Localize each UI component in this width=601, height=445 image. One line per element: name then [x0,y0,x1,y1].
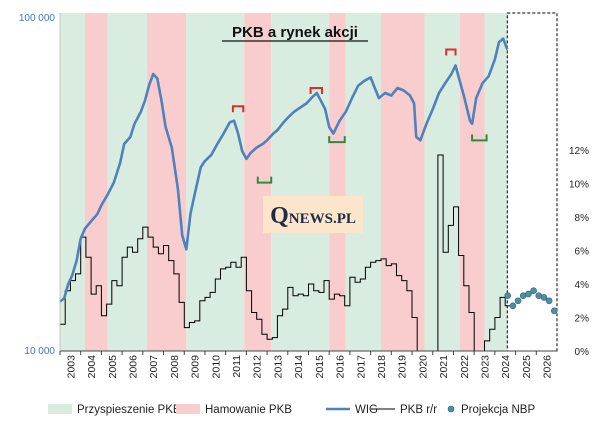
trough-marker-5 [471,134,488,142]
x-tick-label-2014: 2014 [293,355,305,379]
projection-point-1 [509,302,517,310]
peak-marker-4 [445,48,457,56]
x-tick-label-2022: 2022 [459,355,471,379]
y-left-tick-label-1: 100 000 [19,13,56,24]
projection-point-0 [504,292,512,300]
legend-label-2: WIG [355,404,378,416]
peak-marker-2 [309,86,323,94]
x-tick-label-2008: 2008 [169,355,181,379]
legend-label-1: Hamowanie PKB [205,404,292,416]
y-right-tick-label-4: 4% [575,280,590,291]
x-tick-label-2011: 2011 [231,355,243,378]
logo-text: QNEWS.PL [270,203,356,229]
y-right-tick-label-12: 12% [569,146,589,157]
legend-swatch-4 [447,405,455,413]
x-tick-label-2020: 2020 [417,355,429,379]
legend-swatch-1 [176,404,200,414]
legend-swatch-0 [48,404,72,414]
x-tick-label-2012: 2012 [252,355,264,379]
phase-band-acceleration-12 [484,13,508,351]
x-tick-label-2026: 2026 [542,355,554,379]
x-tick-label-2007: 2007 [148,355,160,379]
x-tick-label-2016: 2016 [335,355,347,379]
trough-marker-1 [256,176,273,184]
y-right-tick-label-10: 10% [569,180,589,191]
y-right-tick-label-2: 2% [575,314,590,325]
x-tick-label-2025: 2025 [521,355,533,379]
x-tick-label-2023: 2023 [480,355,492,379]
legend-label-4: Projekcja NBP [461,404,535,416]
phase-band-slowdown-7 [329,13,346,351]
projection-point-4 [525,290,532,298]
y-right-tick-label-0: 0% [575,347,590,358]
legend: Przyspieszenie PKB Hamowanie PKB WIG PKB r/… [48,404,535,416]
x-tick-label-2018: 2018 [376,355,388,379]
projection-point-8 [545,297,553,305]
x-tick-label-2009: 2009 [190,355,202,379]
x-tick-label-2013: 2013 [272,355,284,379]
logo: QNEWS.PL [263,196,363,233]
projection-point-2 [514,297,522,305]
phase-band-acceleration-8 [345,13,381,351]
phase-bands [60,13,508,351]
projection-point-5 [530,287,537,295]
phase-band-acceleration-10 [424,13,460,351]
peak-trough-markers [231,48,488,184]
x-tick-label-2004: 2004 [86,355,98,379]
logo-background [263,196,363,233]
y-right-tick-label-6: 6% [575,247,590,258]
phase-band-slowdown-9 [380,13,425,351]
y-right-tick-label-8: 8% [575,213,590,224]
x-tick-label-2006: 2006 [127,355,139,379]
projection-point-7 [540,294,548,301]
x-tick-label-2005: 2005 [107,355,119,379]
projection-point-9 [551,307,558,315]
x-tick-label-2021: 2021 [438,355,450,379]
peak-marker-0 [231,105,245,113]
x-tick-label-2024: 2024 [500,355,512,379]
x-tick-label-2015: 2015 [314,355,326,379]
phase-band-slowdown-1 [84,13,108,351]
x-tick-label-2003: 2003 [65,355,77,379]
phase-band-acceleration-4 [186,13,245,351]
phase-band-slowdown-11 [459,13,485,351]
phase-band-slowdown-3 [146,13,187,351]
series-wig-line [59,37,509,303]
trough-marker-3 [328,136,346,144]
x-tick-label-2010: 2010 [210,355,222,379]
axes: 2003 2004 2005 2006 2007 2008 2009 2010 2011 2012… [19,13,589,378]
phase-band-acceleration-6 [271,13,330,351]
y-left-tick-label-0: 10 000 [24,346,55,357]
x-tick-label-2019: 2019 [397,355,409,379]
x-tick-label-2017: 2017 [355,355,367,379]
legend-label-3: PKB r/r [400,404,437,416]
legend-label-0: Przyspieszenie PKB [77,404,181,416]
chart-title: PKB a rynek akcji [232,24,358,41]
